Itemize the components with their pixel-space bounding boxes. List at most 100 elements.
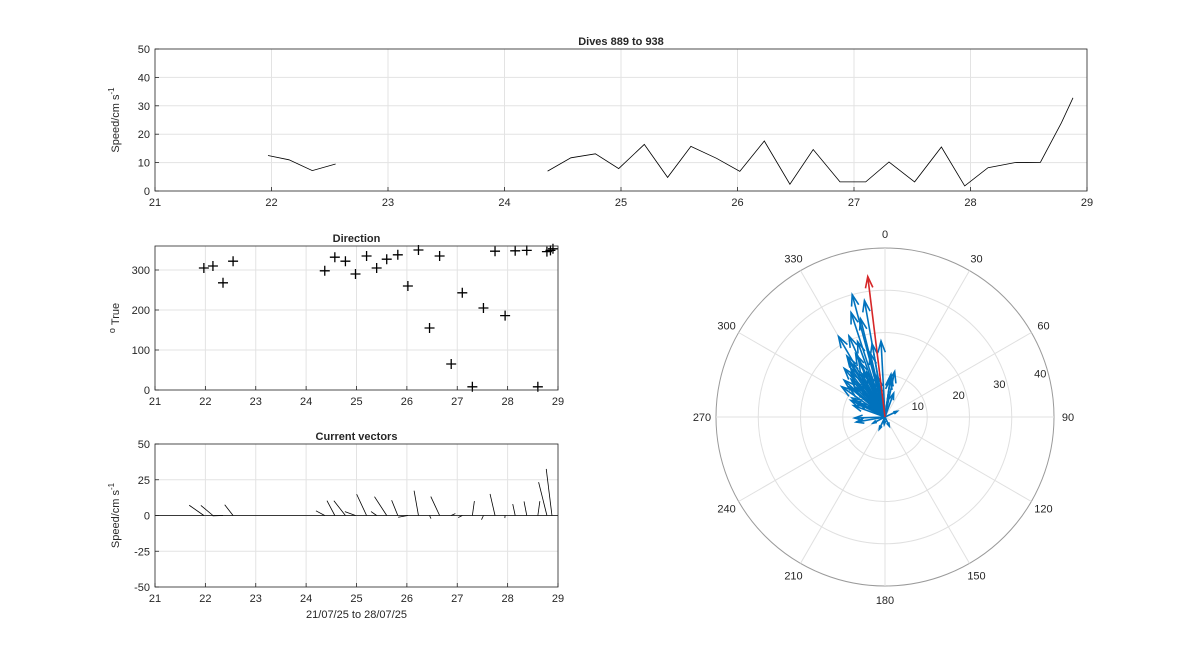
polar-current-arrow-head	[888, 390, 895, 401]
current-vector-stick	[429, 515, 432, 519]
polar-angle-label: 30	[970, 254, 982, 266]
polar-angle-label: 270	[693, 412, 711, 424]
direction-plus-marker	[361, 251, 372, 261]
polar-current-arrow-head	[842, 378, 856, 392]
direction-plus-marker	[207, 261, 218, 271]
direction-plus-marker	[500, 310, 511, 321]
polar-current-arrow-head	[850, 310, 859, 325]
polar-angle-label: 300	[717, 321, 735, 333]
vectors-y-tick-label: 25	[138, 475, 150, 487]
direction-plus-marker	[446, 359, 457, 369]
current-vector-stick	[481, 515, 484, 520]
polar-current-arrow-head	[857, 358, 868, 374]
polar-angle-label: 180	[876, 595, 894, 607]
speed-x-tick-label: 26	[731, 197, 743, 209]
speed-series	[267, 97, 1074, 187]
direction-x-tick-label: 22	[199, 396, 211, 408]
polar-current-arrow	[843, 367, 886, 418]
direction-plus-marker	[228, 256, 239, 267]
direction-y-tick-label: 300	[132, 265, 150, 277]
vectors-x-tick-label: 28	[502, 593, 514, 605]
direction-plus-marker	[381, 254, 392, 265]
direction-plus-marker	[392, 249, 403, 260]
direction-y-axis-label-text: True	[110, 303, 122, 325]
polar-current-arrow-head	[848, 399, 862, 409]
current-vector-stick	[512, 503, 516, 516]
polar-current-arrow-head	[885, 422, 891, 429]
direction-y-tick-label: 0	[144, 385, 150, 397]
polar-current-arrow-head	[861, 297, 871, 313]
direction-plus-marker	[402, 281, 413, 291]
direction-plus-marker	[434, 251, 445, 261]
direction-y-tick-label: 200	[132, 305, 150, 317]
direction-plus-marker	[547, 243, 558, 254]
current-vector-stick	[224, 504, 234, 516]
speed-y-axis-label-exponent: -1	[107, 87, 116, 95]
polar-range-label: 10	[912, 401, 924, 413]
direction-x-tick-label: 21	[149, 396, 161, 408]
polar-current-arrow-head	[856, 401, 868, 410]
speed-grid	[154, 48, 1088, 192]
vectors-y-axis-label-text: Speed/cm s	[110, 490, 122, 549]
direction-plus-marker	[457, 287, 468, 298]
current-vector-stick	[413, 490, 419, 516]
direction-x-tick-label: 23	[250, 396, 262, 408]
direction-x-tick-label: 25	[350, 396, 362, 408]
polar-angle-label: 90	[1062, 412, 1074, 424]
direction-plus-marker	[218, 277, 229, 288]
vectors-x-tick-label: 25	[350, 593, 362, 605]
current-vector-stick	[523, 501, 528, 516]
current-vector-stick	[545, 468, 553, 516]
speed-plot-title: Dives 889 to 938	[578, 36, 664, 48]
current-vector-stick	[200, 505, 214, 516]
vectors-x-tick-label: 27	[451, 593, 463, 605]
speed-line-segment	[547, 97, 1074, 187]
polar-current-arrow	[884, 379, 892, 418]
polar-current-arrow	[850, 312, 886, 418]
speed-time-plot: 21 22 23 24 25 26 27 28 29 0 10 20 30 40 50 Dives 889 …	[107, 36, 1093, 209]
current-vector-stick	[430, 496, 440, 516]
polar-current-arrow	[848, 386, 886, 418]
polar-compass-plot: 10 20 30 40 0 30 60 90 120 150 180 210 240 270 300 330	[693, 229, 1074, 607]
polar-current-arrow-head	[858, 316, 868, 331]
direction-x-tick-label: 27	[451, 396, 463, 408]
direction-x-tick-label: 29	[552, 396, 564, 408]
speed-x-tick-label: 21	[149, 197, 161, 209]
vectors-y-tick-label: -50	[134, 582, 150, 594]
current-vector-stick	[344, 511, 356, 516]
direction-y-axis-label-prefix: o	[107, 328, 117, 333]
vectors-x-tick-label: 22	[199, 593, 211, 605]
speed-y-tick-label: 10	[138, 158, 150, 170]
polar-current-arrow	[846, 355, 886, 418]
polar-latest-arrow-head	[864, 273, 874, 289]
polar-current-arrow	[850, 399, 886, 418]
polar-angle-label: 60	[1037, 321, 1049, 333]
polar-current-arrow-head	[893, 410, 900, 415]
polar-current-arrow-head	[845, 353, 857, 368]
speed-y-tick-label: 40	[138, 72, 150, 84]
polar-angle-label: 0	[882, 229, 888, 241]
polar-current-arrow-head	[851, 404, 864, 412]
vectors-plot-title: Current vectors	[316, 431, 398, 443]
current-vector-stick	[333, 500, 346, 516]
current-vector-stick	[398, 515, 408, 518]
speed-x-tick-label: 28	[964, 197, 976, 209]
direction-plot: 21 22 23 24 25 26 27 28 29 0 100 200 300 Direction o…	[107, 233, 564, 408]
current-vector-stick	[356, 494, 367, 516]
polar-current-arrow-head	[847, 333, 858, 348]
direction-ticks: 21 22 23 24 25 26 27 28 29 0 100 200 300	[132, 265, 564, 408]
speed-x-tick-label: 23	[382, 197, 394, 209]
speed-y-tick-label: 50	[138, 44, 150, 56]
direction-markers	[198, 243, 558, 392]
speed-y-tick-label: 30	[138, 101, 150, 113]
polar-current-arrow	[884, 392, 895, 418]
polar-angle-label: 150	[967, 570, 985, 582]
direction-plus-marker	[198, 263, 209, 273]
speed-line-segment	[267, 155, 336, 172]
direction-plus-marker	[424, 323, 435, 333]
speed-x-tick-label: 22	[265, 197, 277, 209]
current-vector-stick	[451, 513, 456, 516]
vectors-x-axis-label: 21/07/25 to 28/07/25	[306, 609, 407, 621]
polar-current-arrow-head	[853, 417, 865, 424]
polar-latest-arrow	[866, 276, 886, 418]
